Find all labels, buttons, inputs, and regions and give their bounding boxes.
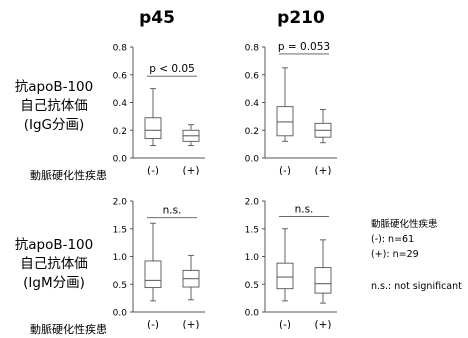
box-iqr bbox=[276, 262, 294, 290]
x-category-label: (-) bbox=[279, 319, 291, 329]
x-category-label: (+) bbox=[315, 165, 332, 175]
legend-title: 動脈硬化性疾患 bbox=[371, 219, 438, 230]
x-category-label: (+) bbox=[183, 319, 200, 329]
y-tick-label: 0.0 bbox=[245, 309, 260, 319]
boxplot-p210-igg: 0.0 0.2 0.4 0.6 0.8 (-) (+) p = 0.053 bbox=[245, 41, 337, 175]
column-title-p45: p45 bbox=[139, 8, 175, 28]
legend-note: n.s.: not significant bbox=[371, 281, 462, 292]
x-category-label: (+) bbox=[183, 165, 200, 175]
box-iqr bbox=[314, 267, 332, 294]
y-tick-label: 0.5 bbox=[113, 281, 127, 291]
y-tick-label: 2.0 bbox=[113, 198, 128, 208]
y-tick-label: 1.5 bbox=[113, 225, 127, 235]
y-tick-label: 0.8 bbox=[245, 44, 260, 54]
box-iqr bbox=[144, 260, 162, 289]
y-tick-label: 2.0 bbox=[245, 198, 260, 208]
significance-label: p = 0.053 bbox=[278, 41, 330, 53]
significance-label: n.s. bbox=[163, 205, 182, 217]
significance-label: p < 0.05 bbox=[149, 63, 195, 75]
y-tick-label: 0.0 bbox=[113, 309, 128, 319]
x-axis-title-bottom: 動脈硬化性疾患 bbox=[30, 323, 107, 336]
y-tick-label: 0.6 bbox=[113, 71, 128, 81]
x-category-label: (-) bbox=[279, 165, 291, 175]
row-label-igm-line1: 抗apoB-100 bbox=[14, 237, 94, 253]
x-category-label: (-) bbox=[147, 165, 159, 175]
box-iqr bbox=[144, 117, 162, 140]
y-tick-label: 0.2 bbox=[245, 127, 259, 137]
y-tick-label: 1.5 bbox=[245, 225, 259, 235]
row-label-igg-line1: 抗apoB-100 bbox=[14, 79, 94, 95]
boxplot-p210-igm: 0.0 0.5 1.0 1.5 2.0 (-) (+) n.s. bbox=[245, 198, 337, 329]
legend-line-negative: (-): n=61 bbox=[371, 234, 415, 245]
legend: 動脈硬化性疾患 (-): n=61 (+): n=29 n.s.: not si… bbox=[371, 217, 462, 294]
y-tick-label: 0.4 bbox=[245, 99, 260, 109]
x-category-label: (+) bbox=[315, 319, 332, 329]
y-tick-label: 0.0 bbox=[113, 155, 128, 165]
row-label-igg: 抗apoB-100 自己抗体価 (IgG分画) bbox=[0, 78, 108, 135]
column-title-p210: p210 bbox=[277, 8, 325, 28]
legend-line-positive: (+): n=29 bbox=[371, 249, 419, 260]
row-label-igm: 抗apoB-100 自己抗体価 (IgM分画) bbox=[0, 236, 108, 293]
row-label-igm-line2: 自己抗体価 bbox=[20, 256, 88, 272]
x-category-label: (-) bbox=[147, 319, 159, 329]
y-tick-label: 0.6 bbox=[245, 71, 260, 81]
y-tick-label: 1.0 bbox=[113, 253, 128, 263]
row-label-igm-line3: (IgM分画) bbox=[23, 275, 85, 291]
y-tick-label: 0.2 bbox=[113, 127, 127, 137]
y-tick-label: 0.5 bbox=[245, 281, 259, 291]
y-tick-label: 0.0 bbox=[245, 155, 260, 165]
y-tick-label: 1.0 bbox=[245, 253, 260, 263]
row-label-igg-line2: 自己抗体価 bbox=[20, 98, 88, 114]
y-tick-label: 0.8 bbox=[113, 44, 128, 54]
x-axis-title-top: 動脈硬化性疾患 bbox=[30, 169, 107, 182]
boxplot-p45-igm: 0.0 0.5 1.0 1.5 2.0 (-) (+) n.s. bbox=[113, 198, 205, 329]
significance-label: n.s. bbox=[295, 204, 314, 216]
y-tick-label: 0.4 bbox=[113, 99, 128, 109]
box-iqr bbox=[276, 106, 294, 137]
boxplot-p45-igg: 0.0 0.2 0.4 0.6 0.8 (-) (+) p < 0.05 bbox=[113, 44, 205, 175]
row-label-igg-line3: (IgG分画) bbox=[23, 117, 85, 133]
